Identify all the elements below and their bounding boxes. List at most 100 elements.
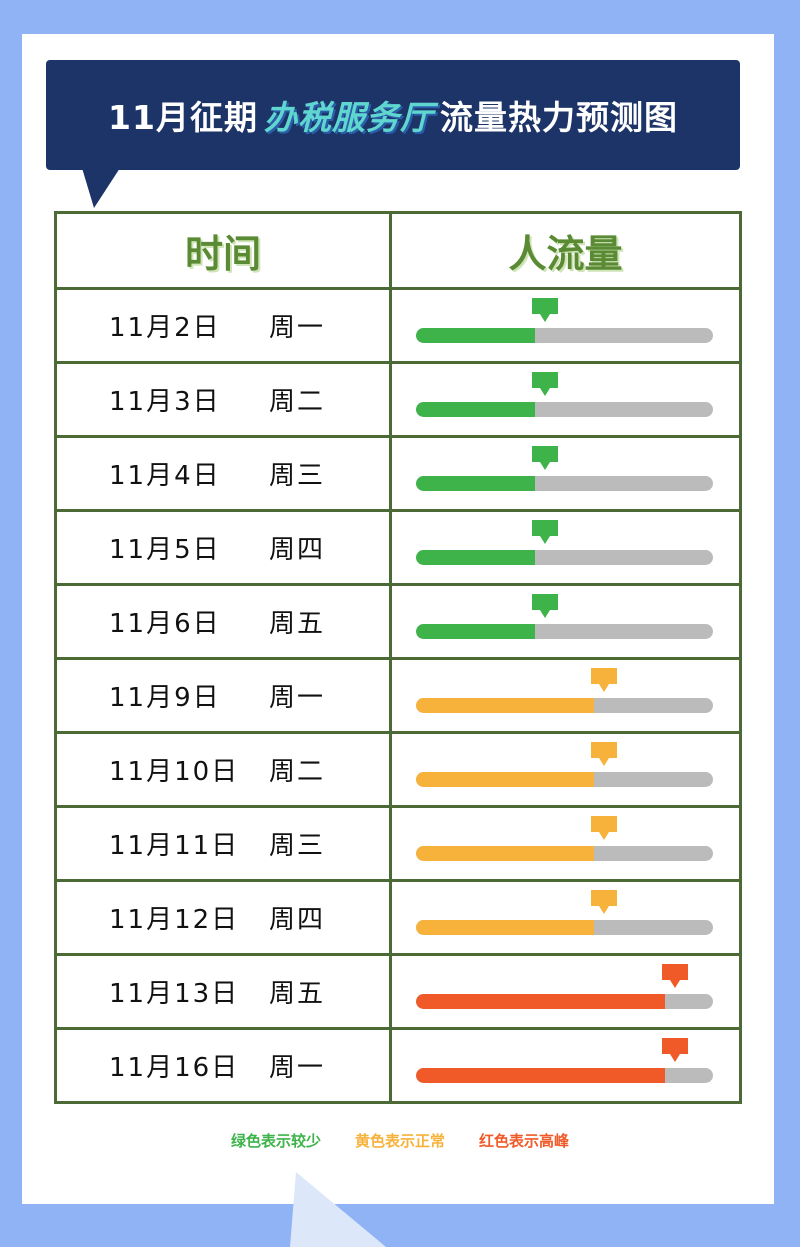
weekday-label: 周五 <box>269 979 326 1009</box>
flow-bar-track <box>416 476 713 491</box>
time-cell: 11月9日 周一 <box>54 657 392 734</box>
flow-bar-fill <box>416 624 535 639</box>
time-cell: 11月2日 周一 <box>54 287 392 364</box>
flow-bar-track <box>416 846 713 861</box>
flow-marker-icon <box>531 519 559 547</box>
table-row: 11月5日 周四 <box>54 509 742 586</box>
date-label: 11月6日 <box>109 609 221 639</box>
legend-low: 绿色表示较少 <box>230 1132 321 1150</box>
weekday-label: 周一 <box>269 1053 326 1083</box>
flow-bar-track <box>416 624 713 639</box>
flow-bar-track <box>416 772 713 787</box>
flow-bar-track <box>416 328 713 343</box>
flow-marker-icon <box>531 445 559 473</box>
title-prefix: 11月征期 <box>108 98 258 137</box>
speech-tail-shape <box>82 168 120 208</box>
flow-marker-icon <box>661 963 689 991</box>
flow-cell <box>389 731 742 808</box>
flow-bar-fill <box>416 476 535 491</box>
weekday-label: 周三 <box>269 831 326 861</box>
date-label: 11月3日 <box>109 387 221 417</box>
weekday-label: 周一 <box>269 313 326 343</box>
time-cell: 11月5日 周四 <box>54 509 392 586</box>
time-cell: 11月12日 周四 <box>54 879 392 956</box>
table-row: 11月2日 周一 <box>54 287 742 364</box>
table-row: 11月6日 周五 <box>54 583 742 660</box>
table-row: 11月3日 周二 <box>54 361 742 438</box>
page-title: 11月征期 办税服务厅 流量热力预测图 <box>108 91 678 139</box>
flow-marker-icon <box>531 371 559 399</box>
legend: 绿色表示较少 黄色表示正常 红色表示高峰 <box>0 1130 800 1151</box>
date-label: 11月9日 <box>109 683 221 713</box>
decorative-triangle <box>290 1172 386 1247</box>
table-row: 11月11日 周三 <box>54 805 742 882</box>
flow-cell <box>389 953 742 1030</box>
flow-bar-fill <box>416 846 595 861</box>
flow-bar-track <box>416 994 713 1009</box>
weekday-label: 周四 <box>269 905 326 935</box>
flow-bar-fill <box>416 402 535 417</box>
flow-marker-icon <box>590 889 618 917</box>
time-cell: 11月11日 周三 <box>54 805 392 882</box>
table-row: 11月16日 周一 <box>54 1027 742 1104</box>
flow-table: 时间 人流量 11月2日 周一 11月3日 周二 11月4日 周三 11月5日 周四 11月6日… <box>54 211 742 1104</box>
flow-bar-fill <box>416 328 535 343</box>
flow-cell <box>389 879 742 956</box>
time-cell: 11月10日 周二 <box>54 731 392 808</box>
flow-bar-track <box>416 920 713 935</box>
table-row: 11月4日 周三 <box>54 435 742 512</box>
header-time: 时间 <box>54 211 392 290</box>
weekday-label: 周五 <box>269 609 326 639</box>
table-header-row: 时间 人流量 <box>54 211 742 290</box>
flow-cell <box>389 435 742 512</box>
flow-cell <box>389 583 742 660</box>
date-label: 11月4日 <box>109 461 221 491</box>
weekday-label: 周一 <box>269 683 326 713</box>
title-highlight: 办税服务厅 <box>263 98 434 137</box>
table-row: 11月12日 周四 <box>54 879 742 956</box>
flow-bar-track <box>416 402 713 417</box>
time-cell: 11月16日 周一 <box>54 1027 392 1104</box>
date-label: 11月2日 <box>109 313 221 343</box>
time-cell: 11月4日 周三 <box>54 435 392 512</box>
time-cell: 11月13日 周五 <box>54 953 392 1030</box>
flow-bar-track <box>416 1068 713 1083</box>
date-label: 11月5日 <box>109 535 221 565</box>
legend-normal: 黄色表示正常 <box>354 1132 445 1150</box>
flow-marker-icon <box>590 667 618 695</box>
flow-bar-fill <box>416 920 595 935</box>
date-label: 11月10日 <box>109 757 240 787</box>
flow-bar-track <box>416 550 713 565</box>
weekday-label: 周二 <box>269 387 326 417</box>
flow-bar-fill <box>416 772 595 787</box>
weekday-label: 周三 <box>269 461 326 491</box>
date-label: 11月11日 <box>109 831 240 861</box>
flow-bar-track <box>416 698 713 713</box>
flow-marker-icon <box>590 741 618 769</box>
legend-peak: 红色表示高峰 <box>479 1132 570 1150</box>
flow-cell <box>389 657 742 734</box>
flow-cell <box>389 1027 742 1104</box>
header-flow: 人流量 <box>389 211 742 290</box>
flow-bar-fill <box>416 1068 666 1083</box>
flow-cell <box>389 509 742 586</box>
table-row: 11月13日 周五 <box>54 953 742 1030</box>
weekday-label: 周二 <box>269 757 326 787</box>
flow-cell <box>389 287 742 364</box>
flow-marker-icon <box>661 1037 689 1065</box>
flow-bar-fill <box>416 994 666 1009</box>
table-row: 11月10日 周二 <box>54 731 742 808</box>
flow-bar-fill <box>416 550 535 565</box>
title-banner: 11月征期 办税服务厅 流量热力预测图 <box>46 60 740 170</box>
flow-marker-icon <box>531 297 559 325</box>
time-cell: 11月3日 周二 <box>54 361 392 438</box>
date-label: 11月13日 <box>109 979 240 1009</box>
weekday-label: 周四 <box>269 535 326 565</box>
flow-bar-fill <box>416 698 595 713</box>
flow-marker-icon <box>590 815 618 843</box>
flow-marker-icon <box>531 593 559 621</box>
table-row: 11月9日 周一 <box>54 657 742 734</box>
title-suffix: 流量热力预测图 <box>439 98 678 137</box>
flow-cell <box>389 805 742 882</box>
date-label: 11月12日 <box>109 905 240 935</box>
